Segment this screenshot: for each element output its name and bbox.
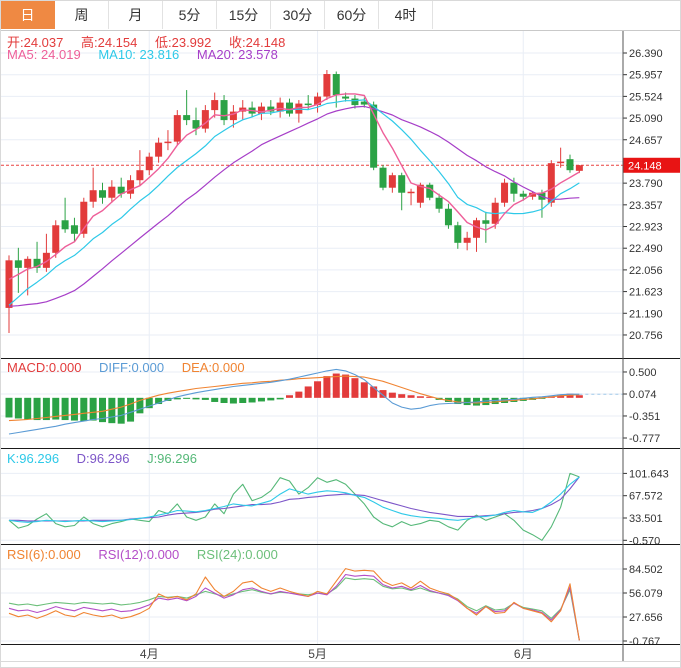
svg-text:22.923: 22.923 xyxy=(629,222,663,234)
svg-text:5月: 5月 xyxy=(308,647,327,661)
svg-text:21.623: 21.623 xyxy=(629,287,663,299)
kdj-legend: K:96.296 D:96.296 J:96.296 xyxy=(7,451,211,466)
svg-text:26.390: 26.390 xyxy=(629,48,663,60)
svg-text:-0.777: -0.777 xyxy=(629,433,660,445)
svg-text:25.090: 25.090 xyxy=(629,113,663,125)
ma5-value: MA5: 24.019 xyxy=(7,47,81,62)
svg-text:6月: 6月 xyxy=(514,647,533,661)
svg-text:22.056: 22.056 xyxy=(629,265,663,277)
period-tabbar: 日 周 月 5分 15分 30分 60分 4时 xyxy=(1,1,680,31)
svg-text:0.074: 0.074 xyxy=(629,389,657,401)
k-value: K:96.296 xyxy=(7,451,60,466)
tab-day[interactable]: 日 xyxy=(1,1,55,29)
tab-30min[interactable]: 30分 xyxy=(271,1,325,29)
ohlc-legend: 开:24.037 高:24.154 低:23.992 收:24.148 xyxy=(7,32,299,51)
macd-legend: MACD:0.000 DIFF:0.000 DEA:0.000 xyxy=(7,360,259,375)
svg-text:23.790: 23.790 xyxy=(629,178,663,190)
svg-text:-0.767: -0.767 xyxy=(629,636,660,648)
svg-text:0.500: 0.500 xyxy=(629,367,657,379)
rsi12-value: RSI(12):0.000 xyxy=(98,547,180,562)
svg-text:-0.570: -0.570 xyxy=(629,535,660,547)
svg-text:20.756: 20.756 xyxy=(629,330,663,342)
svg-text:56.079: 56.079 xyxy=(629,588,663,600)
tab-60min[interactable]: 60分 xyxy=(325,1,379,29)
tab-4hour[interactable]: 4时 xyxy=(379,1,433,29)
tab-week[interactable]: 周 xyxy=(55,1,109,29)
tab-month[interactable]: 月 xyxy=(109,1,163,29)
svg-text:67.572: 67.572 xyxy=(629,491,663,503)
svg-text:101.643: 101.643 xyxy=(629,468,669,480)
diff-value: DIFF:0.000 xyxy=(99,360,165,375)
svg-text:22.490: 22.490 xyxy=(629,243,663,255)
tab-5min[interactable]: 5分 xyxy=(163,1,217,29)
ma-legend: MA5: 24.019 MA10: 23.816 MA20: 23.578 xyxy=(7,47,292,62)
svg-text:21.190: 21.190 xyxy=(629,308,663,320)
d-value: D:96.296 xyxy=(76,451,130,466)
ma10-value: MA10: 23.816 xyxy=(98,47,180,62)
svg-text:4月: 4月 xyxy=(140,647,159,661)
rsi6-value: RSI(6):0.000 xyxy=(7,547,81,562)
svg-text:25.957: 25.957 xyxy=(629,70,663,82)
open-value: 开:24.037 xyxy=(7,35,64,50)
high-value: 高:24.154 xyxy=(81,35,138,50)
rsi-legend: RSI(6):0.000 RSI(12):0.000 RSI(24):0.000 xyxy=(7,547,292,562)
macd-value: MACD:0.000 xyxy=(7,360,82,375)
tab-15min[interactable]: 15分 xyxy=(217,1,271,29)
dea-value: DEA:0.000 xyxy=(181,360,245,375)
svg-text:24.657: 24.657 xyxy=(629,135,663,147)
svg-text:23.357: 23.357 xyxy=(629,200,663,212)
close-value: 收:24.148 xyxy=(229,35,286,50)
ma20-value: MA20: 23.578 xyxy=(196,47,278,62)
rsi24-value: RSI(24):0.000 xyxy=(196,547,278,562)
svg-text:84.502: 84.502 xyxy=(629,564,663,576)
svg-text:27.656: 27.656 xyxy=(629,612,663,624)
svg-text:33.501: 33.501 xyxy=(629,513,663,525)
low-value: 低:23.992 xyxy=(155,35,212,50)
svg-text:-0.351: -0.351 xyxy=(629,411,660,423)
svg-text:25.524: 25.524 xyxy=(629,91,663,103)
svg-text:24.148: 24.148 xyxy=(628,160,662,172)
j-value: J:96.296 xyxy=(147,451,197,466)
